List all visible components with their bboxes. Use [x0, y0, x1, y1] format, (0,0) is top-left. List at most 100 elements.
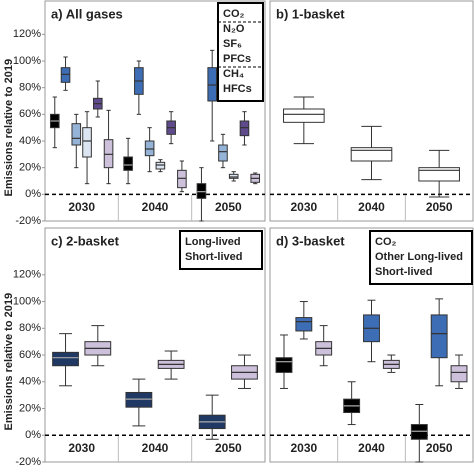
box-plot [166, 111, 176, 145]
box-plot [363, 299, 380, 363]
box-plot [410, 404, 428, 463]
panel-frame [269, 0, 474, 222]
box-plot [450, 354, 468, 389]
box-plot [155, 159, 166, 173]
y-tick-label: 20% [19, 402, 41, 414]
x-tick-label: 2030 [68, 200, 95, 214]
legend-box [369, 230, 473, 285]
box-plot [196, 167, 207, 222]
x-tick-label: 2050 [426, 200, 453, 214]
y-tick-label: 120% [13, 269, 41, 281]
box-plot [350, 125, 393, 181]
box [418, 167, 460, 182]
box [283, 108, 325, 123]
box-plot [382, 354, 400, 373]
x-tick-label: 2040 [142, 200, 169, 214]
x-tick-label: 2040 [358, 441, 385, 455]
legend-entry: Other Long-lived [375, 251, 463, 263]
box-plot [207, 49, 218, 142]
box-plot [60, 56, 71, 91]
box-plot [134, 60, 144, 115]
y-tick-label: 60% [19, 108, 41, 120]
box-plot [123, 137, 133, 185]
box-plot [418, 149, 460, 198]
legend-box [217, 2, 264, 102]
box-plot [343, 381, 361, 426]
box-plot [239, 111, 250, 146]
box-plot [198, 394, 226, 440]
x-tick-label: 2030 [290, 441, 317, 455]
y-tick-label: 120% [13, 28, 41, 40]
box-plot [103, 109, 114, 185]
box [350, 147, 393, 162]
y-tick-label: 40% [19, 135, 41, 147]
legend-entry: N₂O [223, 23, 245, 35]
y-tick-label: 0% [25, 188, 41, 200]
panel-title: b) 1-basket [276, 6, 345, 21]
box [275, 357, 293, 373]
box [218, 144, 228, 162]
legend-entry: Short-lived [375, 266, 432, 278]
box-plot [218, 133, 228, 169]
box-plot [177, 160, 187, 193]
legend-box [179, 230, 263, 270]
panel-frame [44, 227, 266, 463]
box-plot [157, 350, 185, 380]
box [410, 424, 428, 440]
box-plot [430, 298, 448, 387]
box [155, 161, 166, 170]
y-tick-label: 20% [19, 162, 41, 174]
panel-title: a) All gases [51, 6, 123, 21]
box-plot [49, 96, 60, 149]
x-tick-label: 2040 [358, 200, 385, 214]
box-plot [250, 172, 261, 185]
x-tick-label: 2050 [215, 441, 242, 455]
box [450, 365, 468, 383]
box [103, 139, 114, 169]
x-tick-label: 2050 [426, 441, 453, 455]
box-plot [228, 171, 239, 182]
box-plot [84, 325, 112, 367]
box-plot [231, 354, 258, 389]
y-tick-label: 0% [25, 429, 41, 441]
box [60, 67, 71, 83]
panel-title: d) 3-basket [276, 233, 345, 248]
legend-entry: SF₆ [223, 38, 242, 50]
box-plot [315, 325, 333, 367]
box-plot [283, 96, 325, 145]
box [177, 169, 187, 189]
y-axis-label: Emissions relative to 2019 [3, 59, 15, 197]
box [295, 317, 313, 332]
legend-entry: Short-lived [185, 251, 242, 263]
box-plot [71, 113, 82, 169]
box [207, 67, 218, 102]
box [71, 123, 82, 146]
y-tick-label: 80% [19, 322, 41, 334]
box-plot [275, 334, 293, 389]
box [196, 183, 207, 199]
y-tick-label: 80% [19, 82, 41, 94]
y-tick-label: 40% [19, 376, 41, 388]
y-tick-label: 100% [13, 55, 41, 67]
box-plot [52, 333, 79, 387]
legend-entry: PFCs [223, 53, 251, 65]
box-plot [144, 127, 155, 173]
x-tick-label: 2030 [290, 200, 317, 214]
panel-title: c) 2-basket [51, 233, 120, 248]
box-plot [125, 378, 153, 427]
y-tick-label: 60% [19, 349, 41, 361]
box [125, 391, 153, 408]
x-tick-label: 2040 [142, 441, 169, 455]
legend-entry: Long-lived [185, 236, 241, 248]
y-tick-label: 100% [13, 295, 41, 307]
box-plot [295, 301, 313, 340]
y-tick-label: -20% [15, 456, 41, 468]
panel-frame [44, 0, 266, 222]
box [228, 173, 239, 179]
box [239, 120, 250, 137]
x-tick-label: 2030 [68, 441, 95, 455]
box [82, 127, 92, 158]
y-tick-label: -20% [15, 215, 41, 227]
x-tick-label: 2050 [215, 200, 242, 214]
